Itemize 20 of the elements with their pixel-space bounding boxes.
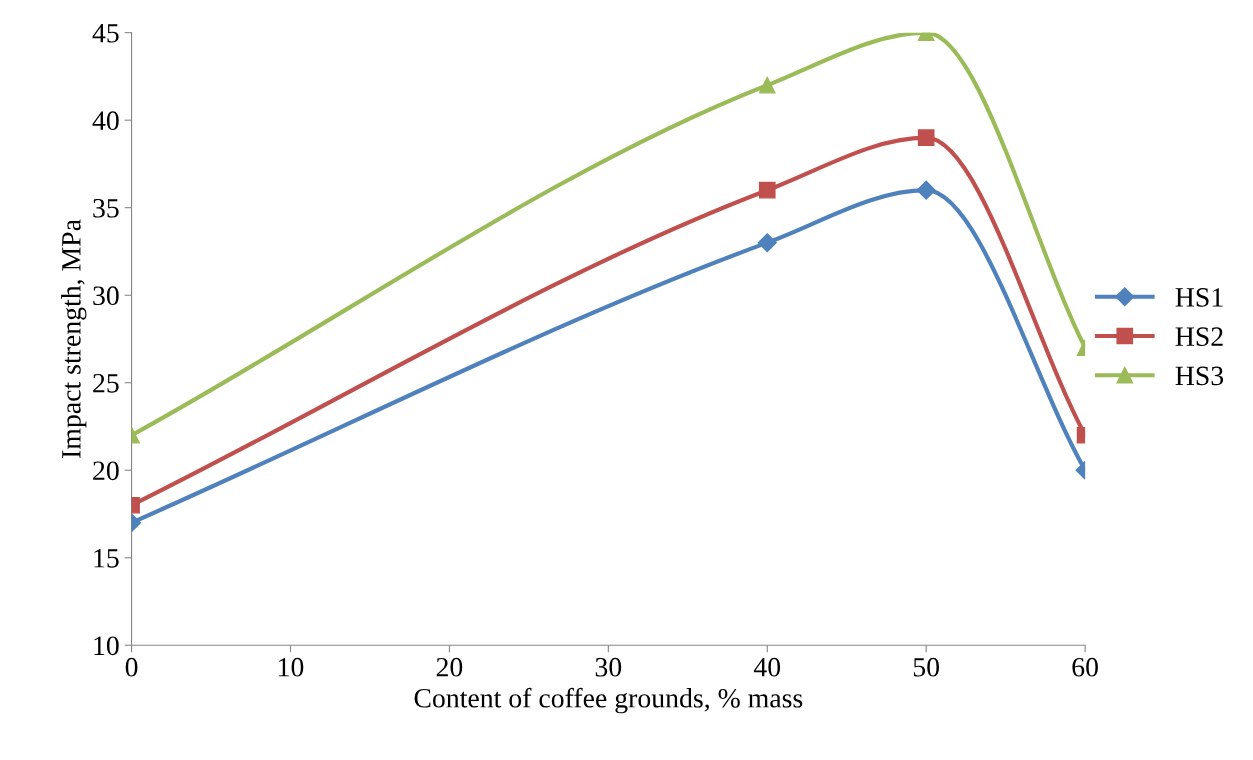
x-tick-label: 60 <box>1072 657 1098 677</box>
y-tick-label: 35 <box>93 198 119 218</box>
legend-label: HS3 <box>1175 366 1224 386</box>
x-tick-label: 20 <box>436 657 463 677</box>
y-tick-label: 45 <box>92 24 119 43</box>
x-axis-title: Content of coffee grounds, % mass <box>414 687 803 714</box>
legend-label: HS2 <box>1175 327 1223 346</box>
y-tick-label: 40 <box>92 111 119 131</box>
x-tick-label: 50 <box>913 657 940 677</box>
x-tick-label: 40 <box>753 657 781 677</box>
y-tick-label: 25 <box>93 373 119 393</box>
y-tick-label: 10 <box>94 636 119 656</box>
y-axis-title: Impact strength, MPa <box>61 219 87 458</box>
legend-label: HS1 <box>1175 288 1223 307</box>
y-tick-label: 20 <box>93 461 119 481</box>
y-tick-label: 30 <box>93 286 119 306</box>
y-tick-label: 15 <box>94 549 119 568</box>
x-tick-label: 0 <box>125 657 138 677</box>
x-tick-label: 10 <box>279 657 304 677</box>
x-tick-label: 30 <box>595 657 622 677</box>
